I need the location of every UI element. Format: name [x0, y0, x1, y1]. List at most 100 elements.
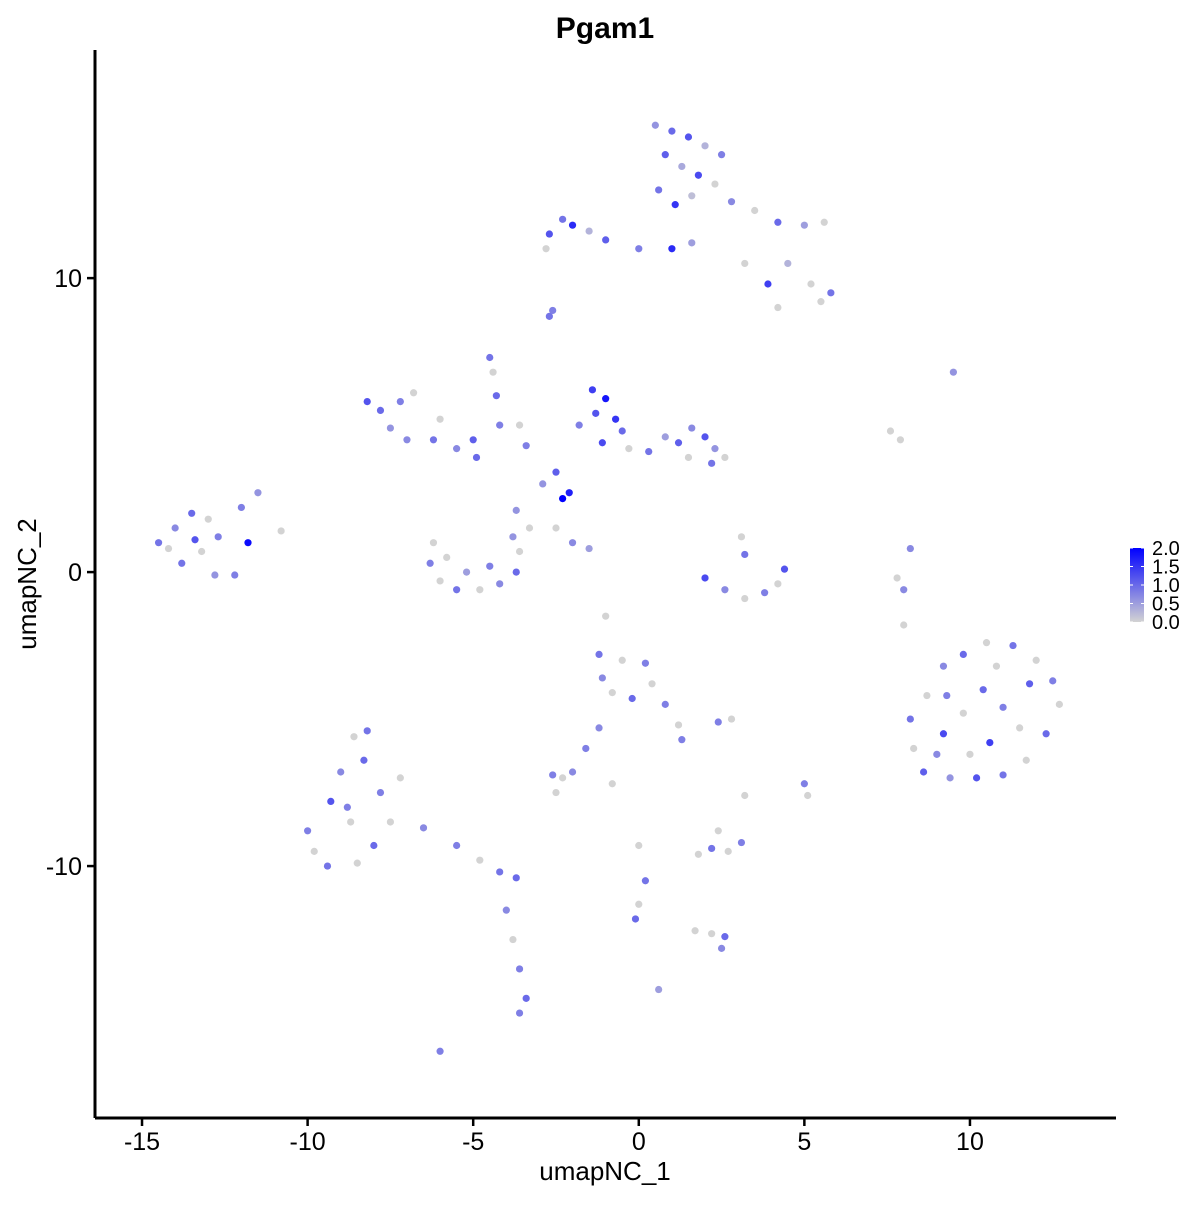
- cell-point: [472, 453, 481, 462]
- cell-point: [684, 453, 693, 462]
- cell-point: [906, 715, 914, 723]
- cell-point: [277, 527, 285, 535]
- cell-point: [651, 121, 659, 129]
- x-tick-label: 10: [956, 1128, 984, 1156]
- cell-point: [254, 489, 262, 497]
- cell-point: [496, 421, 504, 429]
- cell-point: [701, 574, 709, 582]
- cell-point: [198, 547, 206, 556]
- cell-point: [552, 524, 560, 532]
- cell-point: [496, 580, 504, 588]
- cell-point: [741, 791, 749, 800]
- cell-point: [542, 245, 550, 253]
- chart-title: Pgam1: [556, 12, 654, 45]
- cell-point: [635, 841, 643, 850]
- colorbar-label: 0.5: [1152, 594, 1180, 616]
- cell-point: [678, 736, 686, 744]
- cell-point: [827, 289, 835, 297]
- cell-point: [559, 774, 567, 782]
- cell-point: [741, 259, 749, 268]
- cell-point: [721, 933, 729, 941]
- cell-point: [552, 788, 560, 797]
- cell-point: [453, 586, 461, 594]
- cell-point: [386, 818, 395, 826]
- cell-point: [906, 544, 914, 553]
- cell-point: [409, 389, 418, 397]
- cell-point: [761, 589, 769, 597]
- cell-point: [370, 841, 378, 850]
- cell-point: [486, 562, 494, 570]
- cell-point: [323, 862, 332, 870]
- cell-point: [618, 656, 626, 664]
- cell-point: [429, 539, 438, 547]
- cell-point: [807, 280, 815, 288]
- cell-point: [1055, 700, 1063, 708]
- cell-point: [568, 539, 577, 547]
- cell-point: [701, 142, 709, 150]
- cell-point: [509, 533, 517, 541]
- x-tick-label: 5: [797, 1128, 811, 1156]
- cell-point: [204, 515, 212, 523]
- cell-point: [565, 489, 573, 497]
- cell-point: [608, 689, 616, 697]
- cell-point: [721, 453, 729, 462]
- colorbar-label: 0.0: [1152, 612, 1180, 634]
- cell-point: [598, 439, 606, 447]
- cell-point: [453, 841, 461, 850]
- cell-point: [727, 715, 736, 723]
- cell-point: [559, 495, 567, 503]
- cell-point: [1009, 641, 1017, 650]
- cell-point: [817, 298, 825, 306]
- cell-point: [708, 844, 716, 853]
- cell-point: [602, 612, 610, 620]
- cell-point: [598, 674, 606, 682]
- cell-point: [923, 691, 931, 700]
- cell-point: [648, 680, 656, 688]
- cell-point: [502, 906, 510, 914]
- cell-point: [966, 750, 974, 758]
- cell-point: [694, 171, 702, 179]
- cell-point: [800, 221, 808, 229]
- cell-point: [708, 930, 716, 938]
- cell-point: [376, 788, 385, 797]
- cell-point: [910, 744, 918, 753]
- x-tick-label: -10: [290, 1128, 326, 1156]
- cell-point: [774, 218, 782, 226]
- cell-point: [711, 445, 719, 453]
- cell-point: [396, 397, 404, 406]
- y-tick-label: -10: [46, 853, 82, 881]
- cell-point: [625, 445, 633, 453]
- cell-point: [674, 721, 683, 729]
- cell-point: [515, 1009, 524, 1017]
- cell-point: [188, 509, 196, 517]
- cell-point: [492, 392, 500, 400]
- cell-point: [363, 397, 371, 406]
- cell-point: [721, 586, 729, 594]
- cell-point: [979, 686, 987, 694]
- cell-point: [588, 386, 597, 394]
- cell-point: [350, 733, 358, 741]
- x-tick-label: -15: [124, 1128, 160, 1156]
- cell-point: [764, 280, 772, 288]
- cell-point: [711, 180, 719, 188]
- cell-point: [237, 503, 245, 512]
- cell-point: [741, 550, 749, 559]
- cell-point: [688, 239, 696, 247]
- cell-point: [164, 544, 173, 553]
- cell-point: [304, 827, 312, 835]
- cell-point: [347, 818, 355, 826]
- cell-point: [939, 730, 948, 738]
- cell-point: [708, 459, 716, 467]
- cell-point: [489, 368, 497, 376]
- cell-point: [476, 856, 484, 864]
- cell-point: [641, 877, 650, 885]
- cell-point: [453, 445, 461, 453]
- cell-point: [774, 303, 782, 312]
- cell-point: [959, 709, 967, 717]
- cell-point: [737, 533, 746, 541]
- cell-point: [896, 436, 905, 444]
- cell-point: [154, 539, 163, 547]
- cell-point: [701, 433, 709, 441]
- cell-point: [512, 506, 520, 514]
- cell-point: [751, 206, 759, 215]
